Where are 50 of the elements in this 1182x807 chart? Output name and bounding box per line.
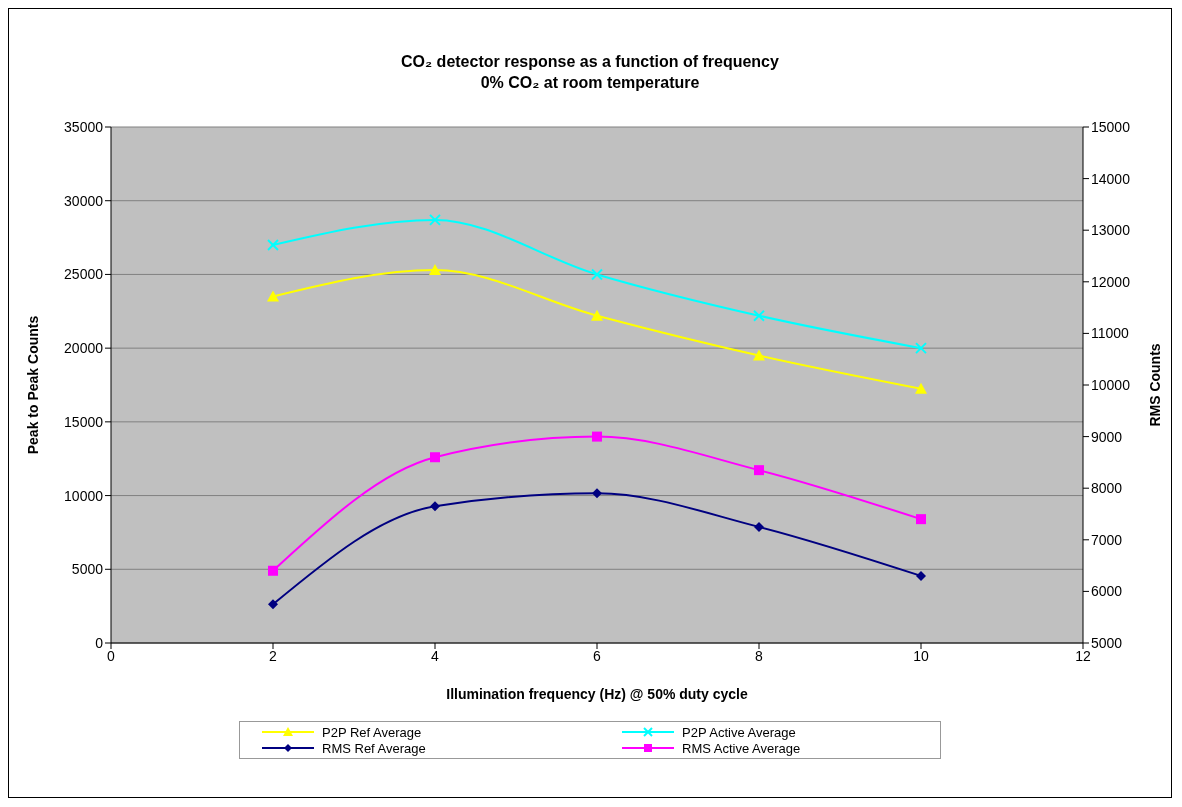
- y2-tick-label: 15000: [1091, 118, 1131, 135]
- y-tick-label: 15000: [64, 413, 104, 430]
- point: [430, 501, 440, 512]
- point: [430, 452, 440, 463]
- x-tick-label: 4: [431, 647, 440, 664]
- y-tick-label: 30000: [64, 192, 104, 209]
- x-tick-label: 12: [1075, 647, 1091, 664]
- point: [753, 349, 765, 361]
- point: [915, 382, 927, 394]
- legend-label: RMS Active Average: [682, 740, 801, 756]
- x-axis-title: Illumination frequency (Hz) @ 50% duty cycle: [446, 686, 748, 702]
- y-axis-title: Peak to Peak Counts: [24, 315, 41, 455]
- x-tick-label: 10: [913, 647, 929, 664]
- legend-label: P2P Ref Average: [322, 724, 422, 740]
- y2-tick-label: 10000: [1091, 376, 1131, 393]
- point: [754, 521, 764, 532]
- y2-tick-label: 8000: [1091, 480, 1123, 497]
- point: [916, 570, 926, 581]
- point: [268, 599, 278, 610]
- y-tick-label: 0: [95, 634, 104, 651]
- y2-tick-label: 13000: [1091, 222, 1131, 239]
- x-tick-label: 2: [269, 647, 278, 664]
- point: [429, 264, 441, 276]
- point: [268, 565, 278, 576]
- legend-label: P2P Active Average: [682, 724, 796, 740]
- chart-title: CO₂ detector response as a function of frequency: [400, 52, 780, 72]
- y2-tick-label: 7000: [1091, 531, 1123, 548]
- y2-tick-label: 14000: [1091, 170, 1131, 187]
- y2-tick-label: 12000: [1091, 273, 1131, 290]
- x-tick-label: 0: [107, 647, 116, 664]
- legend-label: RMS Ref Average: [322, 740, 426, 756]
- y2-tick-label: 5000: [1091, 634, 1123, 651]
- y-tick-label: 20000: [64, 340, 104, 357]
- y-tick-label: 10000: [64, 487, 104, 504]
- y2-axis-title: RMS Counts: [1146, 343, 1163, 427]
- y-tick-label: 5000: [71, 561, 104, 578]
- y2-tick-label: 11000: [1091, 325, 1130, 342]
- chart-subtitle: 0% CO₂ at room temperature: [479, 73, 701, 93]
- point: [591, 309, 603, 321]
- point: [592, 488, 602, 499]
- y-tick-label: 35000: [64, 118, 104, 135]
- x-tick-label: 6: [593, 647, 602, 664]
- point: [267, 290, 279, 302]
- point: [592, 431, 602, 442]
- y2-tick-label: 9000: [1091, 428, 1123, 445]
- x-tick-label: 8: [755, 647, 764, 664]
- y-tick-label: 25000: [64, 266, 104, 283]
- point: [916, 514, 926, 525]
- point: [754, 465, 764, 476]
- y2-tick-label: 6000: [1091, 583, 1123, 600]
